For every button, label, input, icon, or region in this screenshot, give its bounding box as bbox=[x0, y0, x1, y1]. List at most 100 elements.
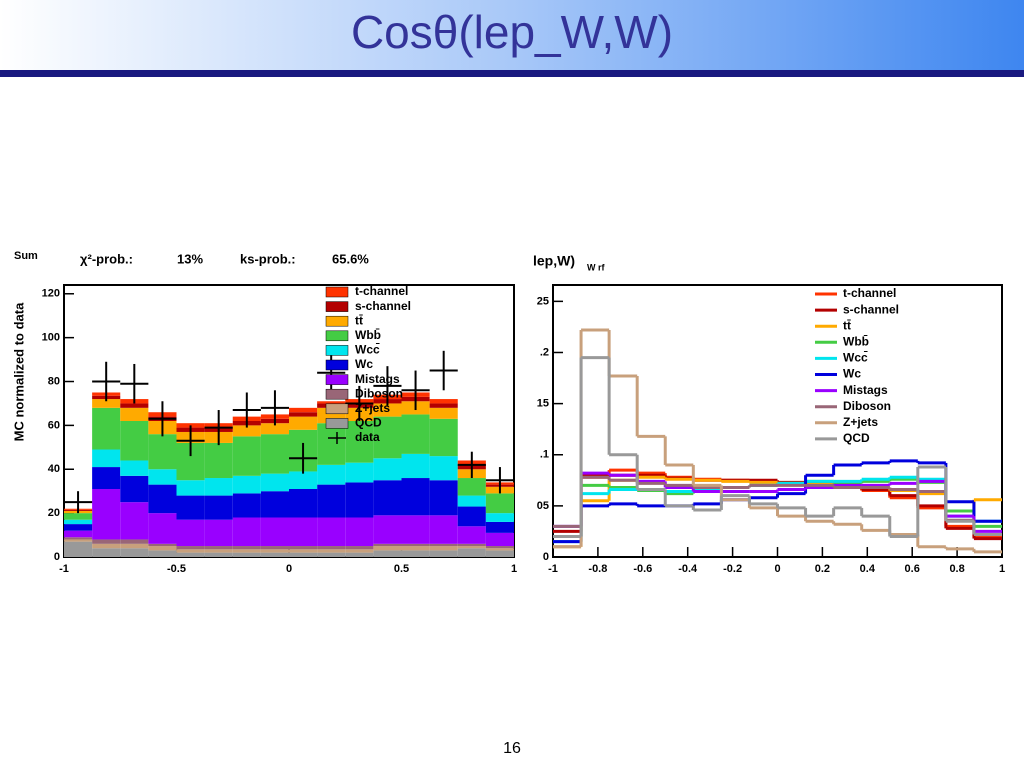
histogram-segment bbox=[148, 434, 177, 470]
legend-label: Mistags bbox=[355, 372, 400, 386]
histogram-segment bbox=[232, 546, 261, 550]
histogram-segment bbox=[232, 425, 261, 437]
histogram-segment bbox=[232, 475, 261, 494]
legend-label: Mistags bbox=[843, 383, 888, 397]
annotation: χ²-prob.: bbox=[80, 251, 133, 266]
histogram-segment bbox=[401, 478, 430, 516]
annotation: 13% bbox=[177, 251, 203, 266]
histogram-segment bbox=[148, 546, 177, 551]
histogram-segment bbox=[457, 526, 486, 544]
legend-label: Z+jets bbox=[843, 415, 878, 429]
legend-swatch bbox=[325, 374, 349, 385]
histogram-segment bbox=[92, 539, 121, 544]
histogram-segment bbox=[457, 506, 486, 527]
histogram-segment bbox=[429, 546, 458, 551]
y-tick-label: 20 bbox=[48, 507, 60, 519]
histogram-segment bbox=[345, 482, 374, 518]
legend-label: s-channel bbox=[355, 299, 411, 313]
histogram-segment bbox=[260, 546, 289, 550]
histogram-segment bbox=[289, 552, 318, 557]
histogram-segment bbox=[429, 543, 458, 547]
histogram-segment bbox=[232, 549, 261, 553]
histogram-segment bbox=[317, 552, 346, 557]
histogram-segment bbox=[232, 493, 261, 518]
x-tick-label: -0.5 bbox=[167, 563, 186, 575]
legend-label: Wbb̄ bbox=[843, 334, 869, 348]
legend-label: Z+jets bbox=[355, 401, 390, 415]
histogram-segment bbox=[92, 399, 121, 408]
histogram-segment bbox=[64, 513, 93, 520]
histogram-segment bbox=[176, 480, 205, 496]
histogram-segment bbox=[64, 524, 93, 531]
histogram-segment bbox=[429, 418, 458, 457]
histogram-segment bbox=[92, 543, 121, 549]
histogram-segment bbox=[429, 403, 458, 408]
x-tick-label: 0.6 bbox=[905, 563, 920, 575]
histogram-segment bbox=[317, 549, 346, 553]
y-tick-label: 15 bbox=[537, 398, 549, 410]
histogram-segment bbox=[457, 546, 486, 549]
histogram-segment bbox=[429, 399, 458, 404]
histogram-segment bbox=[373, 480, 402, 516]
legend-label: s-channel bbox=[843, 302, 899, 316]
histogram-segment bbox=[120, 407, 149, 421]
histogram-segment bbox=[120, 475, 149, 503]
histogram-segment bbox=[260, 423, 289, 435]
histogram-segment bbox=[373, 416, 402, 459]
legend-label: t-channel bbox=[355, 284, 408, 298]
histogram-segment bbox=[92, 548, 121, 557]
x-tick-label: -1 bbox=[59, 563, 69, 575]
histogram-segment bbox=[260, 473, 289, 492]
legend-swatch bbox=[325, 418, 349, 429]
histogram-segment bbox=[485, 532, 514, 547]
histogram-segment bbox=[317, 464, 346, 485]
y-tick-label: 100 bbox=[42, 332, 60, 344]
histogram-segment bbox=[120, 421, 149, 461]
legend-label: tt̄ bbox=[355, 313, 363, 327]
histogram-segment bbox=[260, 549, 289, 553]
histogram-segment bbox=[64, 541, 93, 557]
x-tick-label: 0.8 bbox=[949, 563, 964, 575]
histogram-segment bbox=[289, 549, 318, 553]
histogram-segment bbox=[485, 548, 514, 551]
legend-label: QCD bbox=[843, 431, 870, 445]
histogram-segment bbox=[232, 552, 261, 557]
y-tick-label: 25 bbox=[537, 295, 549, 307]
histogram-segment bbox=[232, 436, 261, 476]
y-tick-label: 120 bbox=[42, 288, 60, 300]
histogram-segment bbox=[401, 414, 430, 454]
histogram-segment bbox=[373, 550, 402, 557]
legend-swatch bbox=[325, 345, 349, 356]
histogram-segment bbox=[120, 502, 149, 540]
legend-label: t-channel bbox=[843, 286, 896, 300]
histogram-segment bbox=[204, 442, 233, 479]
histogram-segment bbox=[92, 407, 121, 450]
histogram-segment bbox=[345, 421, 374, 463]
legend-label: Wc bbox=[843, 367, 861, 381]
legend-label: Wcc̄ bbox=[843, 351, 868, 365]
histogram-segment bbox=[457, 478, 486, 496]
header-band bbox=[0, 0, 1024, 70]
x-tick-label: 0.5 bbox=[394, 563, 409, 575]
histogram-segment bbox=[232, 517, 261, 547]
histogram-segment bbox=[204, 495, 233, 520]
histogram-segment bbox=[176, 519, 205, 547]
histogram-segment bbox=[373, 543, 402, 547]
x-tick-label: -0.8 bbox=[588, 563, 607, 575]
histogram-segment bbox=[317, 546, 346, 550]
page-number: 16 bbox=[503, 740, 521, 757]
histogram-segment bbox=[260, 517, 289, 547]
histogram-segment bbox=[289, 471, 318, 489]
y-tick-label: 60 bbox=[48, 419, 60, 431]
histogram-segment bbox=[64, 539, 93, 542]
histogram-segment bbox=[120, 460, 149, 476]
x-tick-label: 0.2 bbox=[815, 563, 830, 575]
histogram-segment bbox=[120, 548, 149, 557]
histogram-segment bbox=[373, 458, 402, 481]
histogram-segment bbox=[148, 543, 177, 547]
histogram-segment bbox=[485, 521, 514, 533]
y-tick-label: 0 bbox=[543, 551, 549, 563]
x-tick-label: 0 bbox=[286, 563, 292, 575]
histogram-segment bbox=[260, 434, 289, 474]
